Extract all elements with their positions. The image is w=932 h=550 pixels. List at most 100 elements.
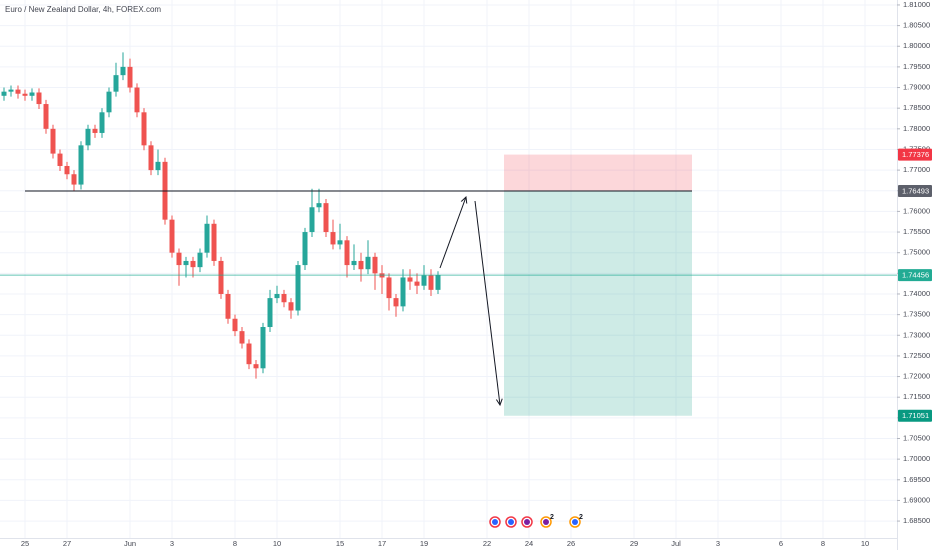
- candle-body: [428, 275, 434, 290]
- y-tick-label: 1.81000: [903, 0, 930, 9]
- candle-body: [141, 112, 147, 146]
- candle-body: [435, 274, 441, 290]
- target-zone: [504, 191, 692, 416]
- candle-body: [106, 91, 112, 113]
- candle-body: [8, 89, 14, 92]
- x-tick-label: 17: [378, 539, 386, 548]
- y-tick-label: 1.69000: [903, 495, 930, 504]
- candle-body: [407, 277, 413, 282]
- candle-body: [365, 256, 371, 270]
- candle-body: [337, 240, 343, 245]
- y-tick-label: 1.73000: [903, 330, 930, 339]
- event-icon: [543, 519, 549, 525]
- price-lines: [0, 190, 897, 276]
- candle-body: [85, 128, 91, 146]
- x-tick-label: 3: [716, 539, 720, 548]
- y-tick-label: 1.77000: [903, 165, 930, 174]
- x-tick-label: Jul: [671, 539, 681, 548]
- price-marker: [898, 409, 932, 422]
- candle-body: [204, 223, 210, 253]
- candle-body: [358, 260, 364, 270]
- x-tick-label: 29: [630, 539, 638, 548]
- y-tick-label: 1.79500: [903, 62, 930, 71]
- candle-body: [148, 145, 154, 171]
- y-tick-label: 1.78500: [903, 103, 930, 112]
- y-tick-label: 1.76000: [903, 206, 930, 215]
- x-tick-label: 8: [821, 539, 825, 548]
- candle-body: [330, 232, 336, 245]
- candle-body: [274, 293, 280, 299]
- event-icon: [508, 519, 514, 525]
- candle-body: [64, 165, 70, 175]
- price-marker-label: 1.77376: [902, 150, 929, 159]
- x-tick-label: 19: [420, 539, 428, 548]
- candle-body: [1, 91, 7, 96]
- x-tick-label: 10: [273, 539, 281, 548]
- y-tick-label: 1.79000: [903, 83, 930, 92]
- price-marker: [898, 269, 932, 282]
- x-tick-label: 3: [170, 539, 174, 548]
- candle-body: [183, 260, 189, 266]
- event-icon: [524, 519, 530, 525]
- candle-body: [225, 293, 231, 319]
- candle-body: [246, 343, 252, 365]
- price-marker-label: 1.76493: [902, 187, 929, 196]
- x-tick-label: 10: [861, 539, 869, 548]
- grid: [0, 0, 897, 538]
- x-tick-label: Jun: [124, 539, 136, 548]
- candle-body: [169, 219, 175, 253]
- y-tick-label: 1.70500: [903, 433, 930, 442]
- candle-body: [43, 104, 49, 129]
- candle-body: [316, 203, 322, 208]
- stop-zone: [504, 154, 692, 192]
- price-marker: [898, 185, 932, 198]
- y-tick-label: 1.70000: [903, 454, 930, 463]
- x-tick-label: 27: [63, 539, 71, 548]
- candle-body: [29, 92, 35, 96]
- candle-body: [239, 331, 245, 344]
- candle-body: [15, 89, 21, 94]
- projection-arrow: [474, 200, 500, 405]
- candle-body: [92, 128, 98, 133]
- candle-body: [211, 223, 217, 261]
- candle-body: [344, 240, 350, 266]
- candle-body: [302, 232, 308, 266]
- chart-title: Euro / New Zealand Dollar, 4h, FOREX.com: [5, 5, 161, 14]
- candle-body: [288, 302, 294, 311]
- candle-body: [386, 277, 392, 299]
- candle-body: [99, 112, 105, 133]
- y-tick-label: 1.75000: [903, 248, 930, 257]
- y-tick-label: 1.69500: [903, 475, 930, 484]
- candle-body: [351, 260, 357, 266]
- x-tick-label: 24: [525, 539, 533, 548]
- candle-body: [281, 293, 287, 303]
- candle-body: [190, 260, 196, 268]
- candle-body: [120, 66, 126, 76]
- y-tick-label: 1.73500: [903, 310, 930, 319]
- y-tick-label: 1.78000: [903, 124, 930, 133]
- candle-body: [78, 145, 84, 185]
- candle-body: [218, 260, 224, 294]
- position-tool: [504, 154, 692, 416]
- events: 2 2: [489, 514, 583, 528]
- x-tick-label: 15: [336, 539, 344, 548]
- candle-body: [71, 174, 77, 185]
- x-tick-label: 6: [779, 539, 783, 548]
- price-marker-label: 1.74456: [902, 271, 929, 280]
- candle-body: [253, 364, 259, 369]
- candle-body: [36, 92, 42, 105]
- y-tick-label: 1.68500: [903, 516, 930, 525]
- candle-body: [400, 277, 406, 307]
- candle-body: [323, 203, 329, 233]
- x-tick-label: 8: [233, 539, 237, 548]
- price-marker: [898, 148, 932, 161]
- x-tick-label: 25: [21, 539, 29, 548]
- x-tick-label: 26: [567, 539, 575, 548]
- event-badge: 2: [550, 514, 554, 521]
- y-tick-label: 1.80500: [903, 21, 930, 30]
- projection-arrow: [439, 197, 466, 269]
- y-tick-label: 1.74000: [903, 289, 930, 298]
- candle-body: [113, 75, 119, 92]
- candle-body: [197, 252, 203, 268]
